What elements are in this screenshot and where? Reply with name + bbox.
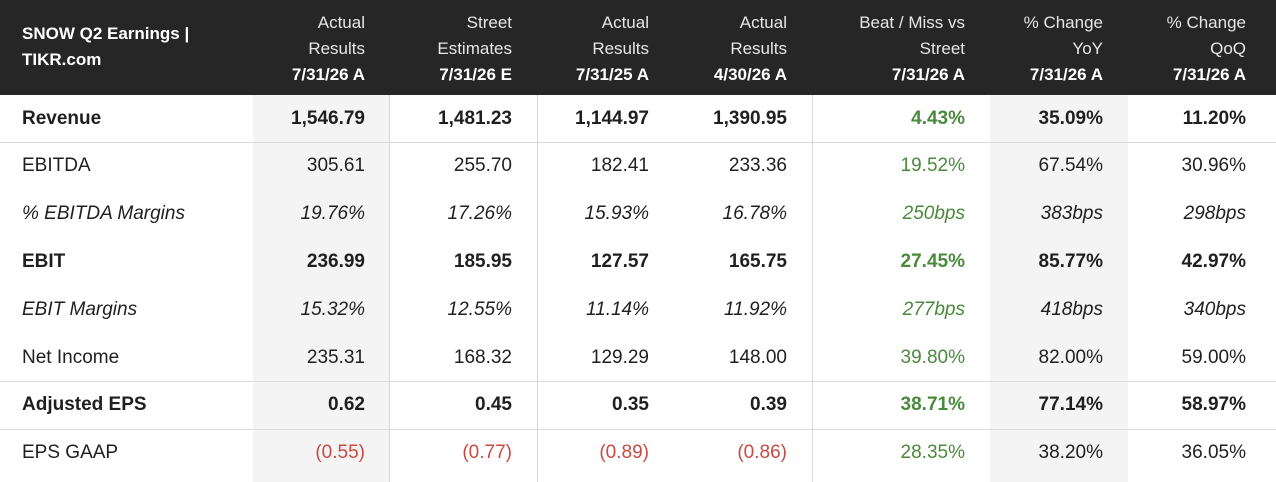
cell-value: 38.71% <box>900 394 965 415</box>
row-label: EBIT <box>22 251 66 272</box>
column-divider <box>389 95 390 482</box>
cell-value: 383bps <box>1040 203 1103 224</box>
cell-value: 12.55% <box>447 299 512 320</box>
cell-value: 17.26% <box>447 203 512 224</box>
cell-value: 0.35 <box>612 394 649 415</box>
cell-value: 236.99 <box>306 251 365 272</box>
cell-value: 77.14% <box>1038 394 1103 415</box>
row-label: Net Income <box>22 346 120 368</box>
cell-value: 58.97% <box>1181 394 1246 415</box>
cell-value: 19.52% <box>900 155 965 176</box>
shaded-column-actual <box>253 95 389 482</box>
cell-value: 4.43% <box>911 107 965 129</box>
cell-value: 85.77% <box>1038 251 1103 272</box>
col-header-street-estimates: Street Estimates 7/31/26 E <box>437 13 512 84</box>
cell-value: 27.45% <box>900 251 965 272</box>
cell-value: 305.61 <box>306 155 365 176</box>
col-header-change-qoq: % Change QoQ 7/31/26 A <box>1166 13 1246 84</box>
row-label: Revenue <box>22 107 102 129</box>
cell-value: 67.54% <box>1038 155 1103 176</box>
row-label: EPS GAAP <box>22 442 119 463</box>
table-body: Revenue 1,546.79 1,481.23 1,144.97 1,390.95 4… <box>0 95 1276 482</box>
cell-value: 185.95 <box>453 251 512 272</box>
cell-value: 255.70 <box>453 155 512 176</box>
column-divider <box>537 95 538 482</box>
cell-value: 1,481.23 <box>438 107 512 129</box>
table-row-revenue: Revenue 1,546.79 1,481.23 1,144.97 1,390.95 4… <box>0 95 1276 142</box>
row-separator <box>0 142 1276 143</box>
cell-value: 250bps <box>902 203 965 224</box>
table-row-ebitda: EBITDA 305.61 255.70 182.41 233.36 19.52% 67.5… <box>0 142 1276 190</box>
row-separator <box>0 429 1276 430</box>
cell-value: 38.20% <box>1038 442 1103 463</box>
table-row-net-income: Net Income 235.31 168.32 129.29 148.00 39.80%… <box>0 334 1276 381</box>
cell-value: 148.00 <box>728 346 787 368</box>
cell-value: (0.86) <box>737 442 787 463</box>
col-header-actual-q1-26: Actual Results 4/30/26 A <box>713 13 787 84</box>
cell-value: 1,144.97 <box>575 107 649 129</box>
cell-value: 182.41 <box>590 155 649 176</box>
table-row-eps-gaap: EPS GAAP (0.55) (0.77) (0.89) (0.86) 28.35% 38… <box>0 429 1276 477</box>
col-header-beat-miss: Beat / Miss vs Street 7/31/26 A <box>859 13 965 84</box>
cell-value: (0.55) <box>315 442 365 463</box>
cell-value: 19.76% <box>300 203 365 224</box>
title-line-2: TIKR.com <box>22 50 102 69</box>
cell-value: 1,390.95 <box>713 107 787 129</box>
cell-value: 15.93% <box>584 203 649 224</box>
table-title: SNOW Q2 Earnings | TIKR.com <box>0 0 253 95</box>
cell-value: 11.20% <box>1182 107 1246 129</box>
cell-value: 165.75 <box>728 251 787 272</box>
cell-value: 36.05% <box>1181 442 1246 463</box>
cell-value: 277bps <box>902 299 965 320</box>
table-row-ebit-margins: EBIT Margins 15.32% 12.55% 11.14% 11.92% 277b… <box>0 286 1276 334</box>
cell-value: 15.32% <box>300 299 365 320</box>
title-line-1: SNOW Q2 Earnings | <box>22 24 190 43</box>
cell-value: 127.57 <box>590 251 649 272</box>
row-label: EBITDA <box>22 155 91 176</box>
cell-value: 28.35% <box>900 442 965 463</box>
cell-value: 82.00% <box>1038 346 1103 368</box>
cell-value: 0.39 <box>750 394 787 415</box>
table-row-ebitda-margins: % EBITDA Margins 19.76% 17.26% 15.93% 16.78%… <box>0 190 1276 238</box>
cell-value: 0.45 <box>475 394 512 415</box>
cell-value: 129.29 <box>590 346 649 368</box>
cell-value: 0.62 <box>328 394 365 415</box>
table-row-adjusted-eps: Adjusted EPS 0.62 0.45 0.35 0.39 38.71% 77.14%… <box>0 381 1276 429</box>
shaded-column-yoy <box>990 95 1128 482</box>
cell-value: 42.97% <box>1181 251 1246 272</box>
cell-value: 1,546.79 <box>291 107 365 129</box>
cell-value: 233.36 <box>728 155 787 176</box>
cell-value: (0.77) <box>462 442 512 463</box>
cell-value: 11.14% <box>585 299 649 320</box>
row-label: % EBITDA Margins <box>22 203 185 224</box>
cell-value: (0.89) <box>599 442 649 463</box>
col-header-actual-q2-26: Actual Results 7/31/26 A <box>291 13 365 84</box>
row-separator <box>0 381 1276 382</box>
table-header: SNOW Q2 Earnings | TIKR.com Actual Resul… <box>0 0 1276 95</box>
cell-value: 11.92% <box>723 299 787 320</box>
table-row-ebit: EBIT 236.99 185.95 127.57 165.75 27.45% 85.77%… <box>0 238 1276 286</box>
cell-value: 168.32 <box>453 346 512 368</box>
row-label: EBIT Margins <box>22 299 138 320</box>
col-header-actual-q2-25: Actual Results 7/31/25 A <box>575 13 649 84</box>
cell-value: 39.80% <box>900 346 965 368</box>
row-label: Adjusted EPS <box>22 394 147 415</box>
cell-value: 340bps <box>1183 299 1246 320</box>
col-header-change-yoy: % Change YoY 7/31/26 A <box>1023 13 1103 84</box>
cell-value: 59.00% <box>1181 346 1246 368</box>
cell-value: 16.78% <box>722 203 787 224</box>
cell-value: 418bps <box>1040 299 1103 320</box>
cell-value: 35.09% <box>1038 107 1103 129</box>
cell-value: 30.96% <box>1181 155 1246 176</box>
column-divider <box>812 95 813 482</box>
cell-value: 235.31 <box>306 346 365 368</box>
cell-value: 298bps <box>1183 203 1246 224</box>
